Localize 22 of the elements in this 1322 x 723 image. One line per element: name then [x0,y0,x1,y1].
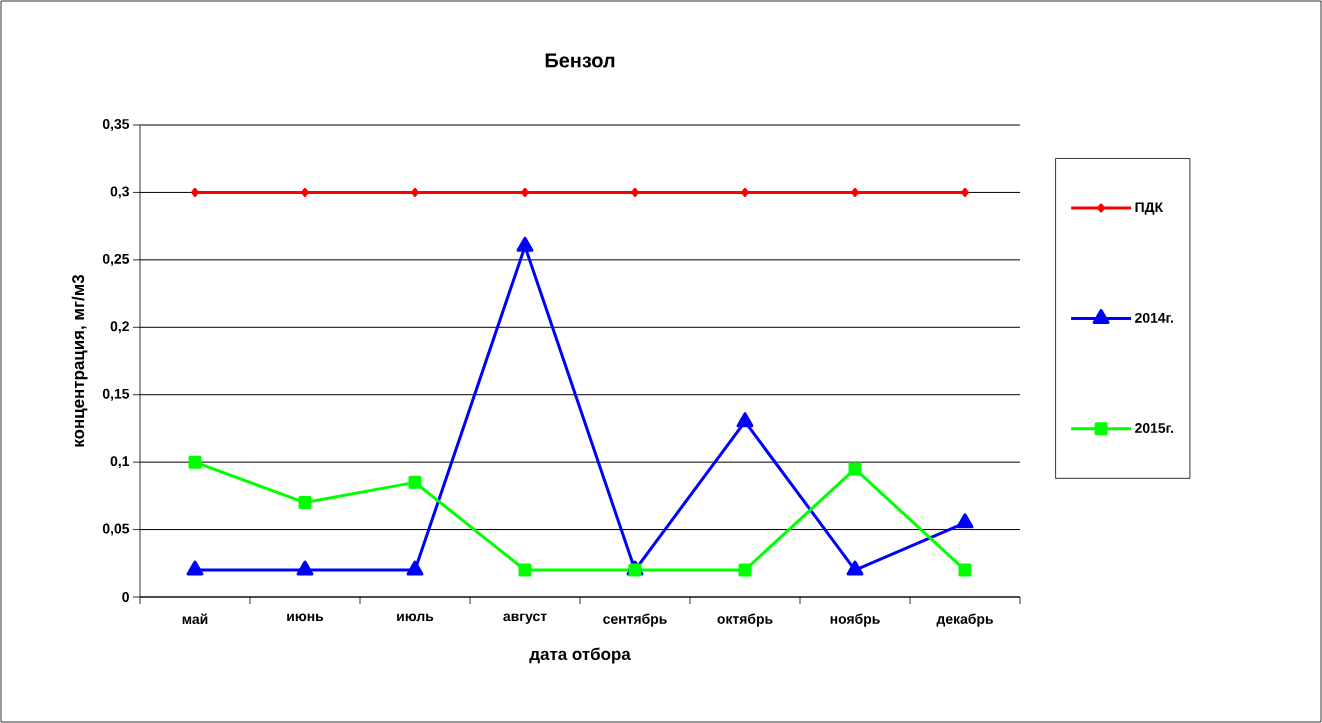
y-tick-label: 0,2 [110,321,129,334]
legend-label: ПДК [1135,202,1164,215]
y-tick-label: 0,05 [102,523,130,536]
y-tick-label: 0,35 [102,119,130,131]
x-tick-label: октябрь [717,613,773,627]
y-tick-label: 0,25 [102,253,130,266]
x-tick-label: август [503,613,547,624]
x-axis-title: дата отбора [529,647,631,664]
x-tick-label: май [182,613,208,625]
x-tick-label: июль [397,613,434,622]
x-tick-label: декабрь [936,613,993,627]
y-tick-label: 0,15 [102,388,130,401]
y-axis-title: концентрация, мг/м3 [71,274,88,447]
y-tick-label: 0 [122,592,129,602]
x-tick-label: ноябрь [830,613,880,627]
x-tick-label: сентябрь [603,613,667,627]
chart-title: Бензол [545,53,615,68]
y-tick-label: 0,3 [110,186,129,199]
x-tick-label: июнь [287,613,324,622]
legend-label: 2015г. [1135,423,1173,433]
legend-label: 2014г. [1135,312,1173,323]
y-tick-label: 0,1 [110,456,130,469]
